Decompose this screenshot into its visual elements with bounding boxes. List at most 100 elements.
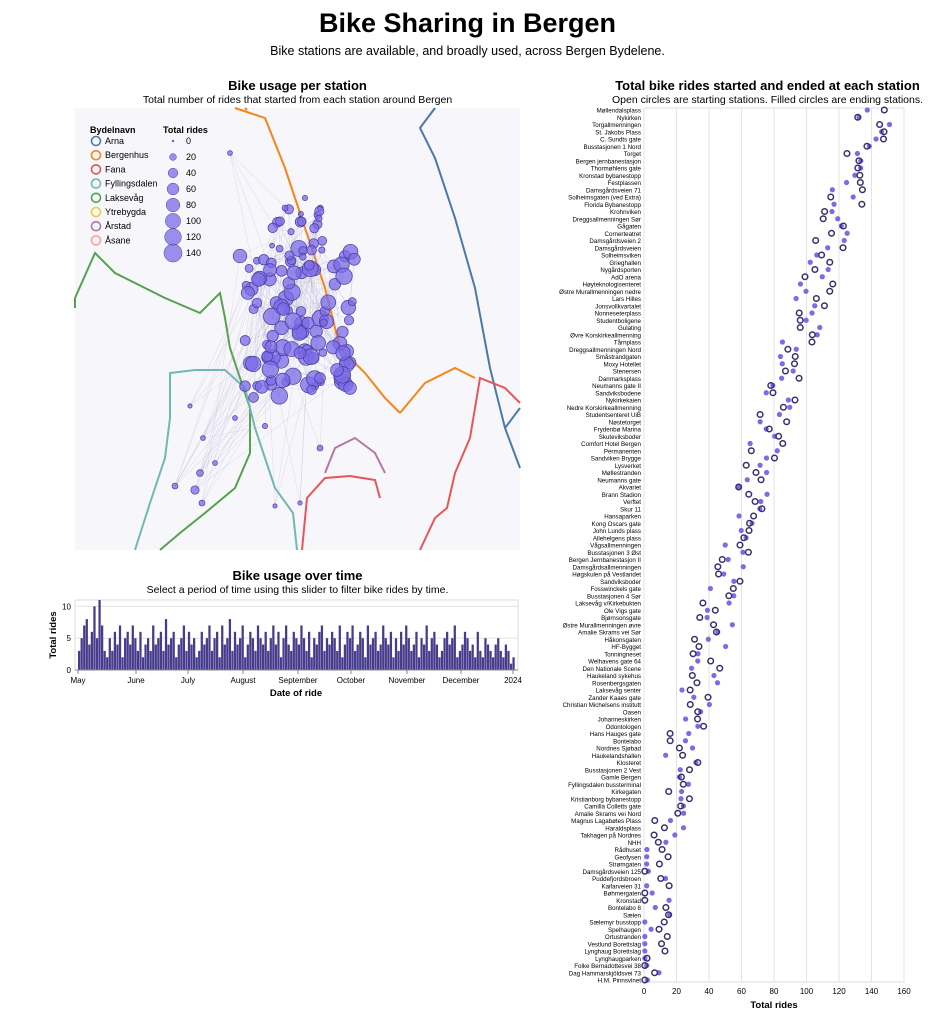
end-rides-point (757, 419, 763, 425)
timeline-bar (113, 631, 117, 670)
timeline-bar (106, 657, 109, 670)
end-rides-point (779, 375, 785, 381)
station-label: Kirkegaten (611, 789, 641, 796)
station-label: Folke Bernadottesvei 38 (574, 963, 641, 970)
start-rides-point (826, 287, 834, 295)
station-point (240, 285, 255, 300)
start-rides-point (696, 613, 704, 622)
end-rides-point (662, 875, 669, 882)
start-rides-point (839, 244, 847, 252)
ride-line (189, 222, 278, 407)
start-rides-point (657, 874, 665, 883)
end-rides-point (844, 230, 850, 236)
timeline-bar (469, 650, 472, 670)
ride-line (299, 243, 315, 504)
end-rides-point (721, 571, 727, 577)
station-label: Takhagen på Nordnes (580, 833, 641, 840)
timeline-bar (420, 638, 423, 670)
start-rides-point (808, 331, 816, 339)
station-point (190, 485, 200, 495)
station-point (196, 469, 204, 477)
district-border-3 (418, 107, 521, 469)
page-subtitle: Bike stations are available, and broadly… (270, 44, 665, 58)
station-label: Strømgaten (609, 862, 642, 869)
station-point (171, 482, 179, 490)
legend-size-swatch (164, 228, 182, 246)
station-label: Møllendalsplass (597, 108, 641, 115)
timeline-xlabel: Date of ride (270, 688, 322, 699)
end-rides-point (825, 266, 831, 273)
legend-district-swatch (90, 135, 102, 147)
start-rides-point (801, 273, 809, 281)
start-rides-point (751, 497, 759, 506)
timeline-bar (407, 638, 410, 670)
start-rides-point (694, 758, 702, 767)
start-rides-point (783, 418, 791, 426)
station-label: Rådhuset (615, 847, 642, 854)
station-point (318, 246, 326, 254)
start-rides-point (736, 541, 744, 549)
timeline-bar (479, 650, 482, 670)
end-rides-point (886, 121, 893, 128)
timeline-bar (499, 650, 502, 670)
timeline-bar (438, 657, 441, 670)
station-label: Comfort Hotel Bergen (581, 441, 641, 448)
station-label: Tonningneset (604, 651, 641, 658)
start-rides-point (666, 729, 674, 738)
timeline-bar (175, 657, 178, 670)
start-rides-point (779, 403, 787, 411)
station-point (261, 360, 279, 378)
timeline-bar (185, 650, 188, 670)
end-rides-point (652, 904, 658, 911)
timeline-bar (456, 657, 459, 670)
timeline-chart[interactable]: 0 5 10 May June July August September October Nov… (0, 595, 530, 705)
station-point (245, 355, 262, 372)
station-point (310, 335, 326, 351)
timeline-bar (129, 644, 132, 670)
legend-district-label: Fyllingsdalen (105, 179, 158, 189)
timeline-bar (302, 638, 306, 670)
timeline-ytick: 10 (62, 602, 71, 611)
timeline-bar (162, 650, 165, 670)
end-rides-point (679, 788, 685, 795)
timeline-bar (371, 638, 375, 670)
timeline-bar (295, 638, 298, 670)
timeline-bar (300, 625, 303, 670)
end-rides-point (722, 542, 728, 548)
start-rides-point (781, 367, 789, 375)
end-rides-point (726, 600, 732, 606)
timeline-bar (382, 625, 385, 670)
start-rides-point (758, 505, 766, 513)
station-point (212, 460, 218, 466)
ride-line (194, 231, 292, 491)
ride-line (293, 272, 341, 344)
station-label: Moxy Hotellet (604, 361, 642, 368)
station-point (200, 435, 206, 441)
legend-size-swatch (165, 197, 181, 213)
legend-size-label: 20 (186, 152, 196, 162)
end-rides-point (644, 854, 650, 860)
ride-line (314, 228, 341, 344)
ride-line (229, 152, 301, 504)
end-rides-point (740, 564, 746, 570)
legend-district-swatch (90, 149, 102, 161)
station-label: AdO arena (611, 274, 641, 281)
start-rides-point (712, 628, 721, 636)
station-point (232, 248, 248, 264)
end-rides-point (642, 948, 648, 954)
start-rides-point (686, 686, 694, 694)
station-label: Skuteviksboder (599, 434, 641, 441)
timeline-bar (379, 644, 382, 670)
timeline-bar (80, 638, 83, 670)
timeline-bar (494, 644, 497, 670)
timeline-bar (164, 619, 168, 670)
end-rides-point (744, 477, 750, 483)
ride-line (189, 306, 282, 407)
start-rides-point (765, 425, 773, 433)
timeline-bar (121, 657, 124, 670)
station-label: Kaifarveien 31 (601, 883, 641, 890)
station-label: Laksevåg senter (596, 688, 641, 695)
timeline-bar (315, 644, 318, 670)
